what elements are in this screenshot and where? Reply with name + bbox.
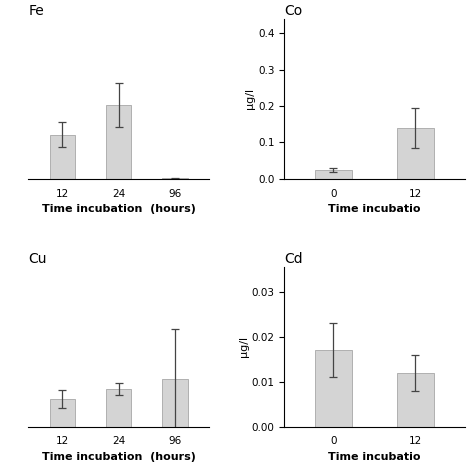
Text: Fe: Fe xyxy=(28,4,44,18)
Bar xyxy=(50,135,75,179)
Text: Cd: Cd xyxy=(284,252,303,265)
X-axis label: Time incubation  (hours): Time incubation (hours) xyxy=(42,204,195,214)
Bar xyxy=(315,170,352,179)
Bar xyxy=(50,399,75,427)
Bar xyxy=(106,105,131,179)
Text: Co: Co xyxy=(284,4,302,18)
Bar xyxy=(162,379,188,427)
Bar xyxy=(315,350,352,427)
X-axis label: Time incubatio: Time incubatio xyxy=(328,452,420,462)
Y-axis label: μg/l: μg/l xyxy=(246,88,255,109)
Bar xyxy=(397,373,434,427)
Text: Cu: Cu xyxy=(28,252,47,265)
Bar xyxy=(106,389,131,427)
Bar xyxy=(162,178,188,179)
Bar xyxy=(397,128,434,179)
X-axis label: Time incubation  (hours): Time incubation (hours) xyxy=(42,452,195,462)
Y-axis label: μg/l: μg/l xyxy=(239,336,249,357)
X-axis label: Time incubatio: Time incubatio xyxy=(328,204,420,214)
